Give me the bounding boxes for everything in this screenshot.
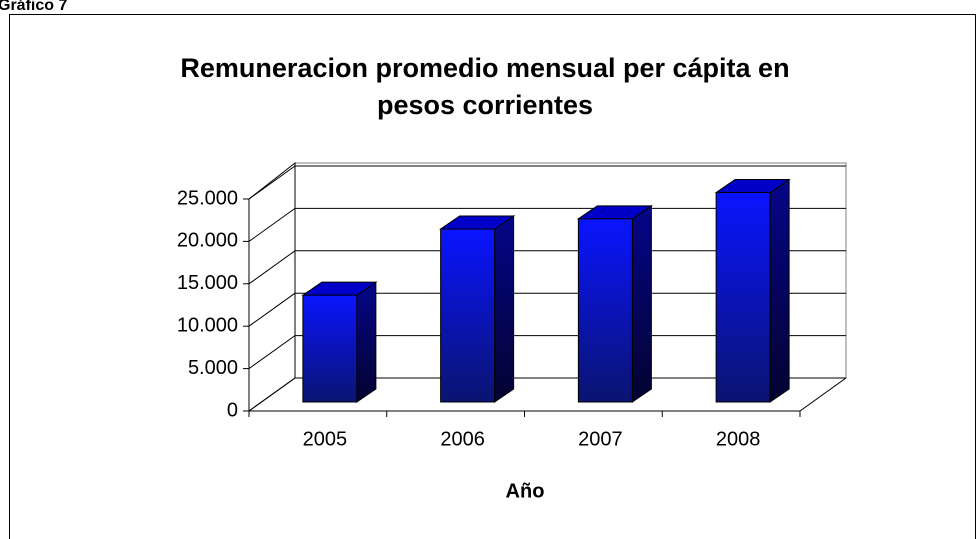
x-tick-label: 2006 xyxy=(440,428,485,450)
chart-title: pesos corrientes xyxy=(377,90,593,120)
bar xyxy=(302,294,358,403)
bar xyxy=(715,192,771,403)
chart-title: Remuneracion promedio mensual per cápita… xyxy=(180,53,789,83)
grid-line xyxy=(248,250,296,285)
bar xyxy=(440,228,496,403)
grid-line xyxy=(248,207,296,242)
y-tick-label: 25.000 xyxy=(177,187,238,209)
y-tick-label: 5.000 xyxy=(188,357,238,379)
y-tick-label: 10.000 xyxy=(177,314,238,336)
y-tick-label: 15.000 xyxy=(177,272,238,294)
y-tick-label: 20.000 xyxy=(177,230,238,252)
x-tick-label: 2005 xyxy=(303,428,348,450)
x-tick-label: 2007 xyxy=(578,428,623,450)
bar-side xyxy=(769,178,790,403)
bar-side xyxy=(631,204,652,403)
x-tick-label: 2008 xyxy=(716,428,761,450)
bar-side xyxy=(356,281,377,403)
y-tick-label: 0 xyxy=(227,399,238,421)
grid-line xyxy=(248,377,296,412)
grid-line xyxy=(248,165,296,200)
x-axis-label: Año xyxy=(506,480,545,502)
bar-side xyxy=(494,215,515,403)
bar xyxy=(577,218,633,403)
header: Gráfico 7 xyxy=(0,0,67,14)
side-wall xyxy=(248,161,296,412)
grid-line xyxy=(248,292,296,327)
grid-line xyxy=(248,335,296,370)
